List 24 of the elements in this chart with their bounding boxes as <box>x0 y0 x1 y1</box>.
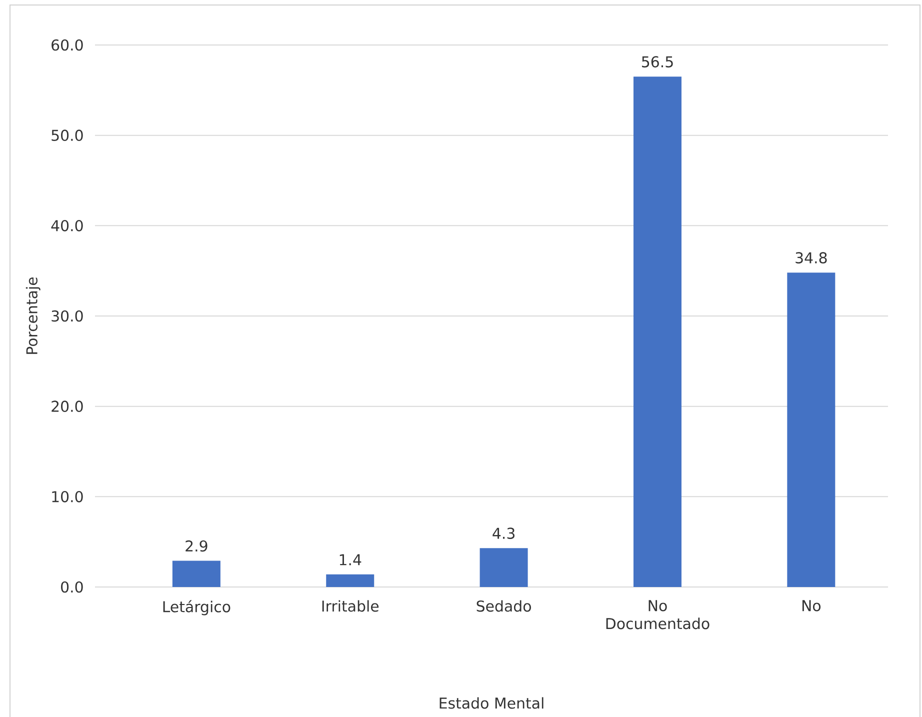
data-label: 2.9 <box>186 540 208 552</box>
bar <box>326 574 374 587</box>
y-tick-label: 0.0 <box>61 581 83 593</box>
bar <box>633 76 682 587</box>
bar <box>787 272 836 587</box>
data-label: 1.4 <box>340 554 362 566</box>
y-tick-label: 30.0 <box>52 310 83 322</box>
y-tick-label: 20.0 <box>52 400 83 412</box>
y-tick-label: 40.0 <box>51 220 83 232</box>
x-tick-label: No Documentado <box>606 600 710 630</box>
x-tick-label: Sedado <box>476 600 531 612</box>
bar <box>172 560 220 587</box>
y-tick-label: 60.0 <box>52 39 83 51</box>
x-tick-label: No <box>802 600 821 612</box>
y-tick-label: 10.0 <box>52 491 83 502</box>
bar <box>480 548 528 587</box>
x-tick-label: Letárgico <box>163 600 230 616</box>
data-label: 56.5 <box>642 56 673 68</box>
y-tick-label: 50.0 <box>52 130 83 141</box>
data-label: 34.8 <box>796 252 827 264</box>
x-tick-label: Irritable <box>322 600 379 612</box>
data-label: 4.3 <box>492 528 514 539</box>
y-axis-title: Porcentaje <box>26 277 40 354</box>
x-axis-title: Estado Mental <box>440 697 544 709</box>
